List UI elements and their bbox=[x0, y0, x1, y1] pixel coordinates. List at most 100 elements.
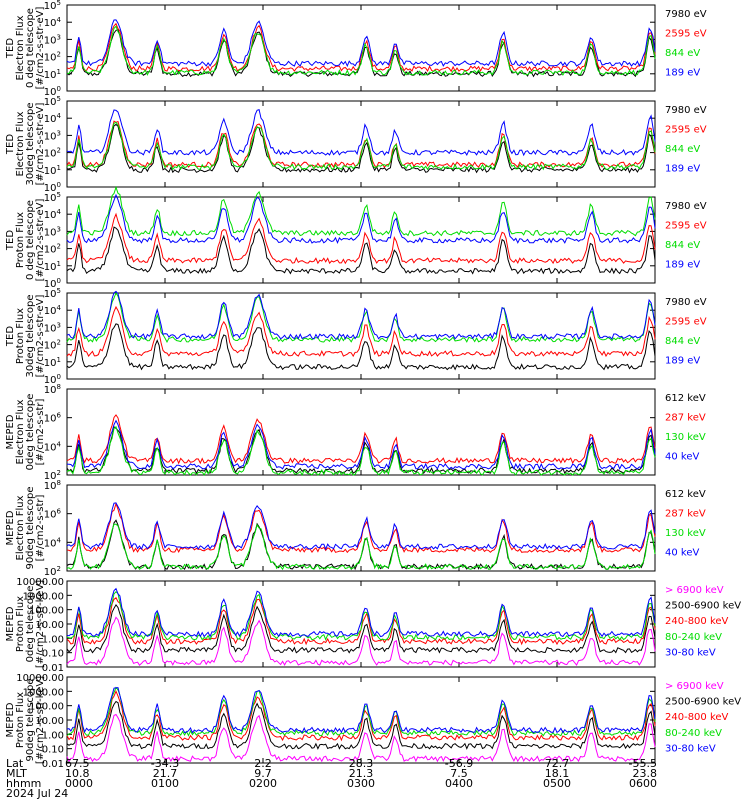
y-axis-label: 90deg telescope bbox=[25, 486, 36, 569]
x-mlt-value: 9.7 bbox=[254, 767, 272, 780]
y-tick-label: 103 bbox=[44, 225, 61, 238]
y-axis-label: MEPED bbox=[5, 606, 16, 641]
y-axis-label: [#/cm2-s-str-keV] bbox=[35, 580, 46, 668]
series-trace-3 bbox=[66, 291, 656, 343]
y-axis-label: Proton Flux bbox=[15, 692, 26, 748]
legend-entry: 30-80 keV bbox=[665, 647, 716, 658]
y-tick-label: 101 bbox=[44, 260, 61, 273]
y-tick-label: 104 bbox=[44, 16, 62, 29]
y-axis-label: [#/cm2-s-str] bbox=[35, 494, 46, 561]
x-mlt-value: 23.8 bbox=[633, 767, 658, 780]
y-axis-label: [#/cm2-s-str] bbox=[35, 398, 46, 465]
mlt-label: MLT bbox=[6, 767, 27, 780]
legend-entry: 40 keV bbox=[665, 548, 699, 559]
series-trace-4 bbox=[66, 419, 656, 471]
y-tick-label: 104 bbox=[44, 304, 62, 317]
y-tick-label: 0.10 bbox=[42, 745, 64, 756]
y-axis-label: TED bbox=[5, 326, 16, 347]
x-lat-value: -34.3 bbox=[151, 757, 179, 770]
y-axis-label: [#/cm2-s-str-eV] bbox=[35, 199, 46, 282]
y-tick-label: 103 bbox=[44, 129, 61, 142]
legend-entry: 240-800 keV bbox=[665, 616, 729, 627]
legend-entry: 80-240 keV bbox=[665, 632, 722, 643]
y-axis-label: Proton Flux bbox=[15, 212, 26, 268]
x-hhmm-value: 0300 bbox=[347, 777, 375, 790]
series-trace-3 bbox=[66, 425, 656, 477]
y-tick-label: 105 bbox=[44, 0, 61, 12]
legend-entry: 2595 eV bbox=[665, 317, 707, 328]
x-lat-value: 72.7 bbox=[545, 757, 570, 770]
legend-entry: 844 eV bbox=[665, 336, 700, 347]
y-tick-label: 104 bbox=[44, 112, 62, 125]
legend-entry: 2595 eV bbox=[665, 125, 707, 136]
legend-entry: > 6900 keV bbox=[665, 585, 724, 596]
x-hhmm-value: 0600 bbox=[629, 777, 657, 790]
series-trace-5 bbox=[66, 687, 656, 734]
y-tick-label: 104 bbox=[44, 536, 62, 549]
y-axis-label: [#/cm2-s-str-eV] bbox=[35, 295, 46, 378]
x-mlt-value: 10.8 bbox=[65, 767, 90, 780]
y-tick-label: 108 bbox=[44, 479, 61, 492]
series-trace-3 bbox=[66, 185, 656, 237]
y-tick-label: 106 bbox=[44, 508, 62, 521]
y-axis-label: 0 deg telescope bbox=[25, 8, 36, 88]
x-hhmm-value: 0400 bbox=[445, 777, 473, 790]
legend-entry: 189 eV bbox=[665, 164, 700, 175]
y-tick-label: 105 bbox=[44, 191, 61, 204]
y-tick-label: 105 bbox=[44, 95, 61, 108]
legend-entry: 2500-6900 keV bbox=[665, 697, 741, 708]
legend-entry: 2595 eV bbox=[665, 221, 707, 232]
series-trace-2 bbox=[66, 212, 656, 265]
y-axis-label: Electron Flux bbox=[15, 111, 26, 176]
series-trace-1 bbox=[66, 616, 656, 667]
y-axis-label: 90deg telescope bbox=[25, 678, 36, 761]
y-tick-label: 102 bbox=[44, 243, 61, 256]
y-tick-label: 104 bbox=[44, 208, 62, 221]
y-tick-label: 10.00 bbox=[35, 716, 64, 727]
y-tick-label: 102 bbox=[44, 147, 61, 160]
date-label: 2024 Jul 24 bbox=[6, 787, 68, 800]
y-axis-label: MEPED bbox=[5, 414, 16, 449]
x-lat-value: 67.5 bbox=[65, 757, 90, 770]
panel-8: 0.01 0.10 1.00 10.00 100.00 1000.00 10000.00 ME… bbox=[5, 673, 741, 770]
legend-entry: 2595 eV bbox=[665, 29, 707, 40]
y-axis-label: Proton Flux bbox=[15, 308, 26, 364]
legend-entry: 7980 eV bbox=[665, 9, 707, 20]
y-tick-label: 103 bbox=[44, 33, 61, 46]
x-lat-value: 28.3 bbox=[349, 757, 374, 770]
y-tick-label: 105 bbox=[44, 287, 61, 300]
legend-entry: 844 eV bbox=[665, 48, 700, 59]
y-tick-label: 10.00 bbox=[35, 620, 64, 631]
legend-entry: 287 keV bbox=[665, 413, 706, 424]
x-lat-value: 2.2 bbox=[254, 757, 272, 770]
legend-entry: 612 keV bbox=[665, 489, 706, 500]
y-tick-label: 101 bbox=[44, 356, 61, 369]
y-axis-label: MEPED bbox=[5, 702, 16, 737]
legend-entry: 844 eV bbox=[665, 240, 700, 251]
legend-entry: > 6900 keV bbox=[665, 681, 724, 692]
legend-entry: 612 keV bbox=[665, 393, 706, 404]
y-axis-label: TED bbox=[5, 230, 16, 251]
series-trace-1 bbox=[66, 713, 656, 763]
y-axis-label: 0 deg telescope bbox=[25, 200, 36, 280]
y-tick-label: 0.01 bbox=[42, 759, 64, 770]
y-axis-label: Proton Flux bbox=[15, 596, 26, 652]
x-lat-value: -55.5 bbox=[629, 757, 657, 770]
series-trace-1 bbox=[66, 226, 656, 275]
x-lat-value: -56.9 bbox=[445, 757, 473, 770]
x-mlt-value: 21.7 bbox=[153, 767, 178, 780]
y-tick-label: 100.00 bbox=[29, 606, 64, 617]
series-trace-1 bbox=[66, 426, 656, 475]
y-axis-label: Electron Flux bbox=[15, 399, 26, 464]
legend-entry: 130 keV bbox=[665, 528, 706, 539]
y-axis-label: 30deg telescope bbox=[25, 102, 36, 185]
y-tick-label: 0.01 bbox=[42, 663, 64, 674]
y-tick-label: 10000.00 bbox=[16, 673, 64, 684]
y-tick-label: 108 bbox=[44, 383, 61, 396]
y-tick-label: 10000.00 bbox=[16, 577, 64, 588]
